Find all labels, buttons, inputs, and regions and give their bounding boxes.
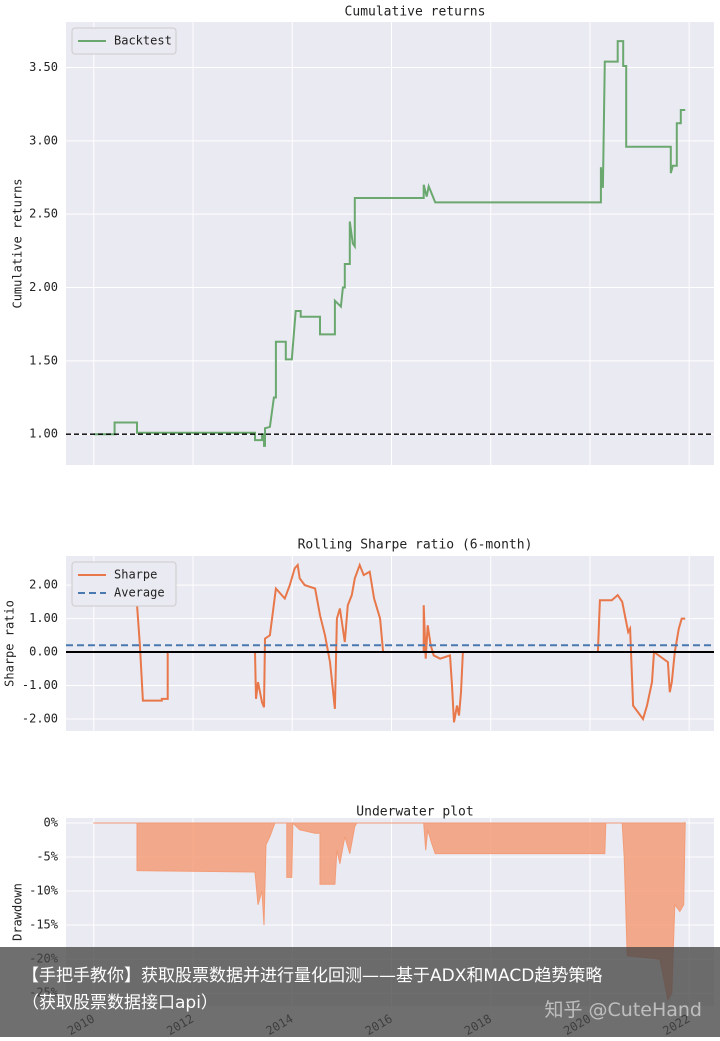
legend-label: Backtest xyxy=(114,34,172,48)
y-tick-label: -1.00 xyxy=(22,678,58,692)
y-tick-label: 3.50 xyxy=(29,60,58,74)
y-tick-label: 2.50 xyxy=(29,207,58,221)
series-line xyxy=(93,40,686,447)
series-line xyxy=(119,562,686,723)
y-tick-label: 0.00 xyxy=(29,645,58,659)
y-tick-label: 1.50 xyxy=(29,353,58,367)
plot xyxy=(66,562,714,723)
y-tick-label: 1.00 xyxy=(29,427,58,441)
y-tick-label: -5% xyxy=(36,850,58,864)
plot xyxy=(93,40,686,447)
legend-label: Average xyxy=(114,586,165,600)
y-tick-label: 3.00 xyxy=(29,133,58,147)
plot-background xyxy=(66,22,714,465)
chart-title: Rolling Sharpe ratio (6-month) xyxy=(298,538,533,553)
y-tick-label: 2.00 xyxy=(29,280,58,294)
y-tick-label: -10% xyxy=(29,884,59,898)
y-tick-label: 0% xyxy=(44,816,59,830)
caption: 【手把手教你】获取股票数据并进行量化回测——基于ADX和MACD趋势策略（获取股… xyxy=(22,966,603,1013)
y-tick-label: 2.00 xyxy=(29,578,58,592)
y-axis-label: Drawdown xyxy=(11,883,25,941)
y-axis-label: Sharpe ratio xyxy=(3,600,17,687)
legend-box xyxy=(71,561,177,607)
y-tick-label: -2.00 xyxy=(22,711,58,725)
chart-title: Cumulative returns xyxy=(345,5,486,20)
chart-title: Underwater plot xyxy=(356,805,473,820)
caption-bar: 【手把手教你】获取股票数据并进行量化回测——基于ADX和MACD趋势策略（获取股… xyxy=(0,947,720,1037)
y-tick-label: 1.00 xyxy=(29,611,58,625)
watermark: 知乎 @CuteHand xyxy=(544,999,702,1021)
y-axis-label: Cumulative returns xyxy=(11,178,25,308)
y-tick-label: -15% xyxy=(29,918,59,932)
legend-box xyxy=(71,27,177,55)
legend-label: Sharpe xyxy=(114,568,157,582)
